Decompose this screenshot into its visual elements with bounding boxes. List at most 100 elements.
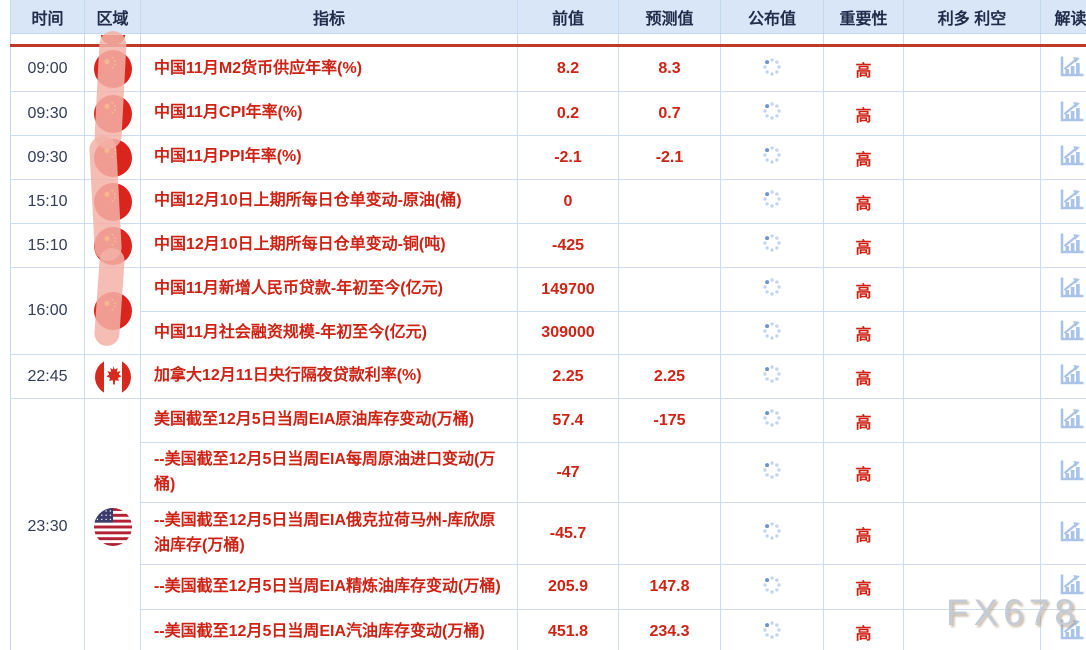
bias-cell	[903, 267, 1041, 312]
interpretation-cell[interactable]	[1040, 45, 1086, 92]
bias-cell	[903, 223, 1041, 268]
loading-spinner-icon	[763, 102, 781, 120]
time-cell: 23:30	[10, 398, 85, 650]
divider-cell	[823, 33, 904, 47]
interpretation-cell[interactable]	[1040, 354, 1086, 399]
interpretation-cell[interactable]	[1040, 223, 1086, 268]
importance-cell: 高	[823, 564, 904, 610]
importance-cell: 高	[823, 267, 904, 312]
chart-icon[interactable]	[1058, 276, 1084, 299]
loading-spinner-icon	[763, 146, 781, 164]
importance-cell: 高	[823, 609, 904, 650]
region-cell	[84, 398, 141, 650]
indicator-link[interactable]: 中国11月新增人民币贷款-年初至今(亿元)	[140, 267, 518, 312]
importance-cell: 高	[823, 45, 904, 92]
table-row: --美国截至12月5日当周EIA每周原油进口变动(万桶) -47 高	[11, 442, 1086, 503]
loading-spinner-icon	[763, 278, 781, 296]
previous-value-cell: -45.7	[517, 502, 619, 565]
chart-icon[interactable]	[1058, 319, 1084, 342]
importance-cell: 高	[823, 311, 904, 355]
table-row: --美国截至12月5日当周EIA精炼油库存变动(万桶) 205.9 147.8 高	[11, 564, 1086, 610]
published-value-cell	[720, 502, 824, 565]
interpretation-cell[interactable]	[1040, 135, 1086, 180]
china-flag-icon	[93, 50, 132, 88]
divider-cell	[903, 33, 1041, 47]
chart-icon[interactable]	[1058, 618, 1084, 641]
time-cell: 22:45	[10, 354, 85, 399]
previous-value-cell: 0.2	[517, 91, 619, 136]
importance-cell: 高	[823, 179, 904, 224]
importance-cell: 高	[823, 354, 904, 399]
region-cell	[84, 267, 141, 355]
region-cell	[84, 179, 141, 224]
bias-cell	[903, 502, 1041, 565]
chart-icon[interactable]	[1058, 144, 1084, 167]
indicator-link[interactable]: 中国11月M2货币供应年率(%)	[140, 45, 518, 92]
usa-flag-icon	[93, 507, 132, 546]
interpretation-cell[interactable]	[1040, 91, 1086, 136]
indicator-link[interactable]: --美国截至12月5日当周EIA每周原油进口变动(万桶)	[140, 442, 518, 503]
chart-icon[interactable]	[1058, 55, 1084, 78]
column-header-interpretation: 解读	[1040, 0, 1086, 34]
loading-spinner-icon	[763, 57, 781, 76]
published-value-cell	[720, 135, 824, 180]
chart-icon[interactable]	[1058, 100, 1084, 123]
chart-icon[interactable]	[1058, 573, 1084, 596]
region-cell	[84, 45, 141, 92]
indicator-link[interactable]: --美国截至12月5日当周EIA俄克拉荷马州-库欣原油库存(万桶)	[140, 502, 518, 565]
column-header-previous: 前值	[517, 0, 619, 34]
indicator-link[interactable]: --美国截至12月5日当周EIA精炼油库存变动(万桶)	[140, 564, 518, 610]
indicator-link[interactable]: 美国截至12月5日当周EIA原油库存变动(万桶)	[140, 398, 518, 443]
column-header-bias: 利多 利空	[903, 0, 1041, 34]
indicator-link[interactable]: 中国12月10日上期所每日仓单变动-铜(吨)	[140, 223, 518, 268]
divider-row	[10, 33, 1086, 47]
previous-value-cell: 205.9	[517, 564, 619, 610]
chart-icon[interactable]	[1058, 232, 1084, 255]
interpretation-cell[interactable]	[1040, 179, 1086, 224]
bias-cell	[903, 442, 1041, 503]
loading-spinner-icon	[763, 321, 781, 340]
indicator-link[interactable]: 中国11月PPI年率(%)	[140, 135, 518, 180]
previous-value-cell: 0	[517, 179, 619, 224]
chart-icon[interactable]	[1058, 363, 1084, 386]
region-cell	[84, 354, 141, 399]
divider-cell	[84, 33, 141, 47]
interpretation-cell[interactable]	[1040, 442, 1086, 503]
indicator-link[interactable]: --美国截至12月5日当周EIA汽油库存变动(万桶)	[140, 609, 518, 650]
interpretation-cell[interactable]	[1040, 609, 1086, 650]
chart-icon[interactable]	[1058, 407, 1084, 430]
china-flag-icon	[93, 226, 132, 265]
chart-icon[interactable]	[1058, 188, 1084, 211]
divider-cell	[517, 33, 619, 47]
forecast-value-cell: 0.7	[618, 91, 721, 136]
previous-value-cell: -425	[517, 223, 619, 268]
forecast-value-cell: 8.3	[618, 45, 721, 92]
loading-spinner-icon	[763, 234, 781, 252]
indicator-link[interactable]: 加拿大12月11日央行隔夜贷款利率(%)	[140, 354, 518, 399]
china-flag-icon	[93, 292, 132, 330]
loading-spinner-icon	[763, 461, 781, 479]
forecast-value-cell: 234.3	[618, 609, 721, 650]
loading-spinner-icon	[763, 522, 781, 540]
time-cell: 15:10	[10, 223, 85, 268]
loading-spinner-icon	[763, 190, 781, 208]
column-header-region: 区域	[84, 0, 141, 34]
previous-value-cell: 2.25	[517, 354, 619, 399]
divider-cell	[140, 33, 518, 47]
chart-icon[interactable]	[1058, 520, 1084, 543]
previous-value-cell: -47	[517, 442, 619, 503]
interpretation-cell[interactable]	[1040, 311, 1086, 355]
indicator-link[interactable]: 中国12月10日上期所每日仓单变动-原油(桶)	[140, 179, 518, 224]
indicator-link[interactable]: 中国11月CPI年率(%)	[140, 91, 518, 136]
interpretation-cell[interactable]	[1040, 398, 1086, 443]
interpretation-cell[interactable]	[1040, 267, 1086, 312]
indicator-link[interactable]: 中国11月社会融资规模-年初至今(亿元)	[140, 311, 518, 355]
interpretation-cell[interactable]	[1040, 564, 1086, 610]
interpretation-cell[interactable]	[1040, 502, 1086, 565]
forecast-value-cell: -2.1	[618, 135, 721, 180]
flag-remnant	[100, 35, 125, 44]
china-flag-icon	[93, 138, 132, 177]
chart-icon[interactable]	[1058, 459, 1084, 482]
published-value-cell	[720, 311, 824, 355]
